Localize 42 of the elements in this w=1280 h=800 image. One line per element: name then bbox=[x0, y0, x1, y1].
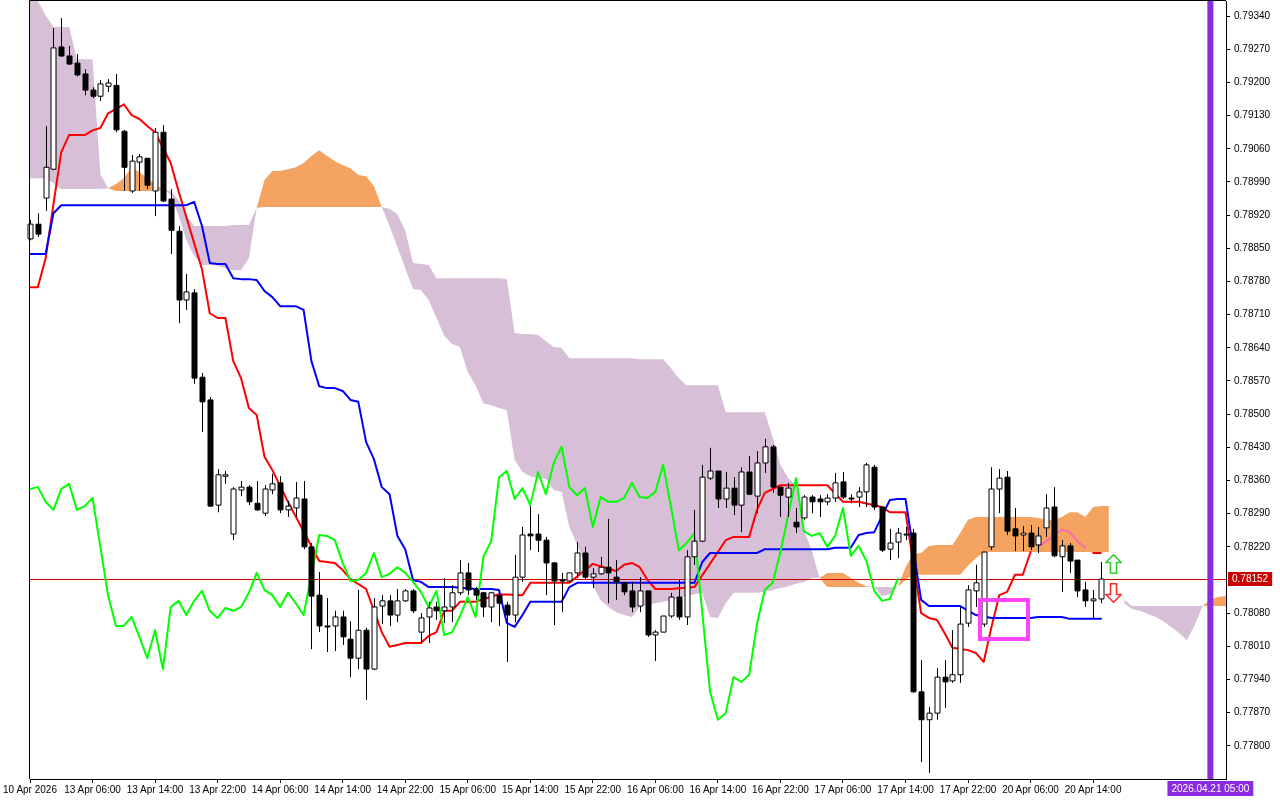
x-tick-label: 13 Apr 14:00 bbox=[126, 783, 184, 795]
y-tick-label: 0.79130 bbox=[1234, 109, 1271, 121]
y-tick-label: 0.78010 bbox=[1234, 640, 1271, 652]
y-tick-label: 0.79340 bbox=[1234, 9, 1271, 21]
y-tick-label: 0.77870 bbox=[1234, 706, 1271, 718]
y-tick-label: 0.78220 bbox=[1234, 540, 1271, 552]
x-tick-label: 2026.04.21 05:00 bbox=[1171, 782, 1250, 794]
x-tick-label: 15 Apr 22:00 bbox=[564, 783, 622, 795]
x-tick-label: 14 Apr 14:00 bbox=[314, 783, 372, 795]
y-tick-label: 0.79060 bbox=[1234, 142, 1271, 154]
x-tick-label: 16 Apr 14:00 bbox=[689, 783, 747, 795]
y-tick-label: 0.78080 bbox=[1234, 606, 1271, 618]
y-tick-label: 0.78500 bbox=[1234, 407, 1271, 419]
x-tick-label: 17 Apr 14:00 bbox=[877, 783, 935, 795]
y-tick-label: 0.77940 bbox=[1234, 673, 1271, 685]
x-tick-label: 20 Apr 14:00 bbox=[1064, 783, 1122, 795]
y-tick-label: 0.78360 bbox=[1234, 474, 1271, 486]
ref-line-label: 0.78152 bbox=[1232, 573, 1269, 585]
x-tick-label: 14 Apr 06:00 bbox=[251, 783, 309, 795]
y-tick-label: 0.78640 bbox=[1234, 341, 1271, 353]
x-tick-label: 15 Apr 06:00 bbox=[439, 783, 497, 795]
y-tick-label: 0.78570 bbox=[1234, 374, 1271, 386]
y-tick-label: 0.78780 bbox=[1234, 275, 1271, 287]
y-tick-label: 0.78290 bbox=[1234, 507, 1271, 519]
x-tick-label: 17 Apr 22:00 bbox=[939, 783, 997, 795]
x-tick-label: 13 Apr 22:00 bbox=[189, 783, 247, 795]
y-tick-label: 0.78710 bbox=[1234, 308, 1271, 320]
x-tick-label: 17 Apr 06:00 bbox=[814, 783, 872, 795]
y-tick-label: 0.79270 bbox=[1234, 43, 1271, 55]
x-tick-label: 10 Apr 2026 bbox=[3, 783, 58, 795]
x-tick-label: 16 Apr 06:00 bbox=[627, 783, 685, 795]
y-tick-label: 0.79200 bbox=[1234, 76, 1271, 88]
x-tick-label: 15 Apr 14:00 bbox=[501, 783, 560, 795]
y-tick-label: 0.78990 bbox=[1234, 175, 1271, 187]
y-tick-label: 0.78850 bbox=[1234, 242, 1271, 254]
x-tick-label: 20 Apr 06:00 bbox=[1002, 783, 1060, 795]
y-tick-label: 0.78430 bbox=[1234, 441, 1271, 453]
x-tick-label: 13 Apr 06:00 bbox=[64, 783, 122, 795]
y-tick-label: 0.77800 bbox=[1234, 739, 1271, 751]
x-tick-label: 16 Apr 22:00 bbox=[752, 783, 810, 795]
x-tick-label: 14 Apr 22:00 bbox=[376, 783, 435, 795]
y-tick-label: 0.78920 bbox=[1234, 208, 1271, 220]
